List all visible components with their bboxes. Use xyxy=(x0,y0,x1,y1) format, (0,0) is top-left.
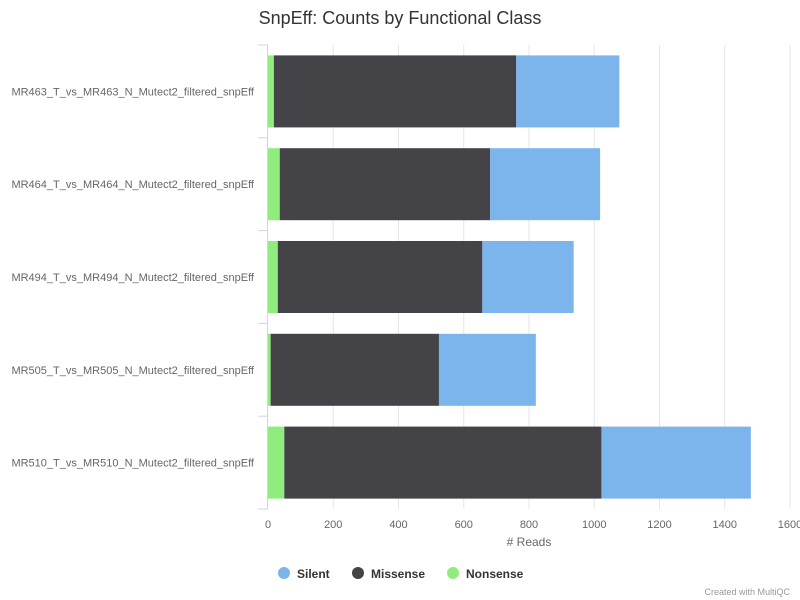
x-tick-label: 1600 xyxy=(778,519,800,531)
legend-label-silent: Silent xyxy=(297,567,330,581)
x-tick-label: 800 xyxy=(520,519,538,531)
category-label: MR505_T_vs_MR505_N_Mutect2_filtered_snpE… xyxy=(11,365,254,377)
bar-nonsense xyxy=(268,240,278,314)
x-tick-label: 0 xyxy=(265,519,271,531)
category-label: MR463_T_vs_MR463_N_Mutect2_filtered_snpE… xyxy=(11,86,254,98)
legend-label-nonsense: Nonsense xyxy=(466,567,524,581)
x-tick-label: 1000 xyxy=(582,519,606,531)
bar-silent xyxy=(438,333,536,406)
chart-title: SnpEff: Counts by Functional Class xyxy=(259,8,542,28)
x-tick-label: 200 xyxy=(324,519,342,531)
bar-silent xyxy=(490,148,601,221)
x-tick-label: 400 xyxy=(389,519,407,531)
bar-nonsense xyxy=(268,333,271,406)
bar-silent xyxy=(482,240,574,314)
x-tick-label: 1200 xyxy=(647,519,671,531)
category-label: MR494_T_vs_MR494_N_Mutect2_filtered_snpE… xyxy=(11,272,254,284)
bar-missense xyxy=(277,240,483,314)
bar-missense xyxy=(279,148,491,221)
bar-silent xyxy=(601,426,751,499)
legend-marker-missense xyxy=(352,567,364,579)
axes: 0 200 400 600 800 1000 1200 1400 1600 MR463_T_vs_… xyxy=(11,44,800,531)
legend-label-missense: Missense xyxy=(371,567,425,581)
legend: Silent Missense Nonsense xyxy=(278,567,524,581)
category-label: MR464_T_vs_MR464_N_Mutect2_filtered_snpE… xyxy=(11,179,254,191)
bar-nonsense xyxy=(268,426,285,499)
x-tick-label: 1400 xyxy=(713,519,737,531)
x-tick-label: 600 xyxy=(455,519,473,531)
bar-silent xyxy=(516,55,620,128)
bar-missense xyxy=(270,333,439,406)
legend-marker-silent xyxy=(278,567,290,579)
bar-missense xyxy=(284,426,602,499)
bar-missense xyxy=(273,55,517,128)
bar-nonsense xyxy=(268,55,274,128)
credit-text: Created with MultiQC xyxy=(704,587,790,597)
legend-marker-nonsense xyxy=(447,567,459,579)
x-axis-title: # Reads xyxy=(507,535,552,549)
bars xyxy=(268,55,751,499)
bar-nonsense xyxy=(268,148,280,221)
category-label: MR510_T_vs_MR510_N_Mutect2_filtered_snpE… xyxy=(11,458,254,470)
